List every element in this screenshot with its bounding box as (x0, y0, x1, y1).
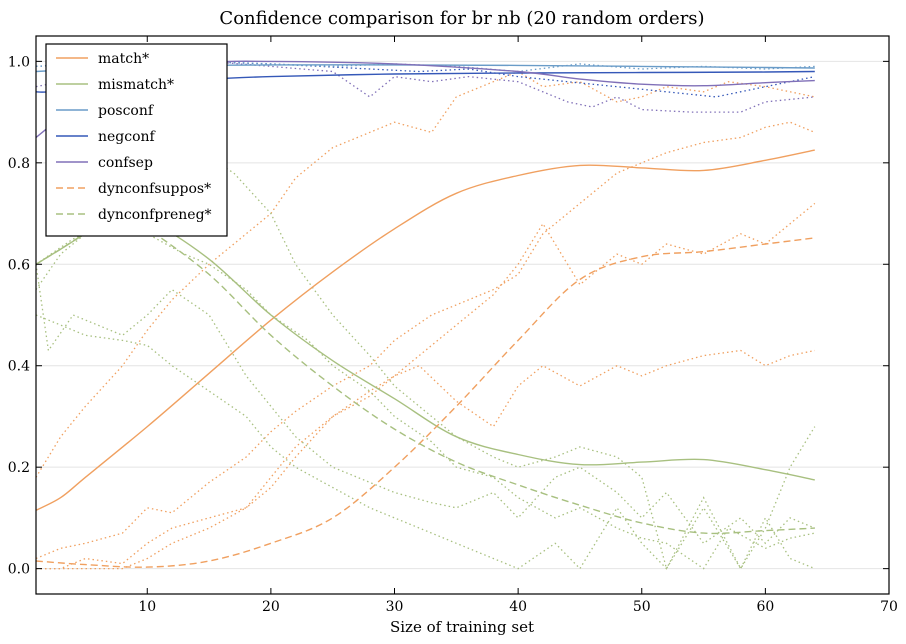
y-tick-label: 0.2 (8, 460, 30, 476)
series-line-dynconfpreneg (36, 217, 815, 535)
legend: match* mismatch* posconf negconf confsep dync… (45, 43, 228, 237)
series-line-dotted-run-14 (36, 223, 815, 570)
x-tick-label: 70 (880, 599, 898, 615)
chart-title: Confidence comparison for br nb (20 rand… (219, 8, 704, 29)
legend-box (45, 43, 228, 237)
x-tick-label: 10 (138, 599, 156, 615)
y-tick-label: 0.6 (8, 257, 30, 273)
y-tick-label: 0.0 (8, 562, 30, 578)
legend-label: dynconfsuppos* (98, 181, 211, 197)
series-line-match (36, 149, 815, 511)
y-tick-label: 0.4 (8, 359, 30, 375)
legend-label: posconf (98, 103, 155, 119)
legend-label: negconf (98, 129, 157, 145)
y-tick-label: 0.8 (8, 156, 30, 172)
x-tick-label: 30 (386, 599, 404, 615)
series-line-dotted-run-9 (36, 202, 816, 570)
series-line-dotted-run-15 (36, 60, 815, 98)
axis-ticks: 0.0 0.2 0.4 0.6 0.8 1.0 10 20 30 40 50 60 70 (8, 36, 898, 615)
series-line-dynconfsuppos (36, 237, 815, 568)
series-line-dotted-run-10 (36, 349, 815, 570)
series-line-dotted-run-16 (36, 60, 815, 113)
legend-label: match* (98, 51, 149, 67)
x-axis-label: Size of training set (390, 618, 534, 636)
legend-label: dynconfpreneg* (98, 207, 212, 223)
legend-label: confsep (98, 155, 153, 171)
series-line-dotted-run-7 (36, 70, 815, 478)
series-line-dotted-run-8 (36, 121, 816, 560)
series-line-dotted-run-13 (36, 157, 816, 571)
y-tick-label: 1.0 (8, 54, 30, 70)
x-tick-label: 60 (756, 599, 774, 615)
legend-label: mismatch* (98, 77, 174, 93)
x-tick-label: 50 (633, 599, 651, 615)
x-tick-label: 20 (262, 599, 280, 615)
grid (36, 60, 889, 570)
x-tick-label: 40 (509, 599, 527, 615)
series-line-dotted-run-12 (36, 314, 816, 571)
plot-frame (35, 35, 890, 595)
